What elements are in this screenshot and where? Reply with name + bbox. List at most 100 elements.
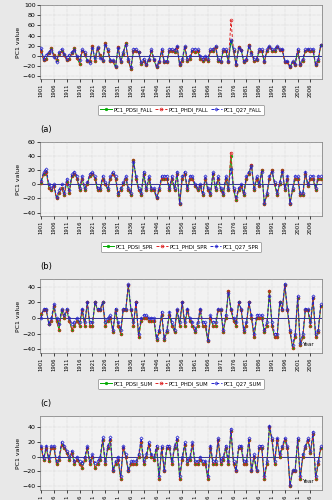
PC1_PHDI_FALL [39, 48, 43, 54]
PC1_PHDI_WIN [175, 438, 179, 444]
PC1_PHDI_FALL [319, 42, 323, 48]
Legend: PC1_PDSI_FALL, PC1_PHDI_FALL, PC1_Q27_FALL: PC1_PDSI_FALL, PC1_PHDI_FALL, PC1_Q27_FA… [98, 105, 264, 115]
PC1_PDSI_FALL [39, 48, 43, 54]
PC1_PDSI_SUM [316, 329, 320, 335]
PC1_PHDI_SUM [121, 307, 125, 313]
PC1_Q27_SPR [242, 190, 246, 196]
PC1_PDSI_SPR [167, 187, 171, 193]
PC1_PHDI_SUM [126, 282, 130, 288]
Line: PC1_Q27_WIN: PC1_Q27_WIN [40, 424, 322, 486]
PC1_PDSI_SPR [229, 153, 233, 159]
PC1_PHDI_WIN [121, 445, 125, 451]
PC1_PHDI_SPR [121, 182, 125, 188]
PC1_PDSI_FALL [319, 42, 323, 48]
PC1_PDSI_SUM [170, 322, 174, 328]
PC1_PDSI_FALL [242, 59, 246, 65]
PC1_Q27_WIN [319, 442, 323, 448]
Line: PC1_Q27_SPR: PC1_Q27_SPR [40, 160, 322, 204]
PC1_PDSI_FALL [178, 62, 182, 68]
PC1_PHDI_SPR [306, 184, 310, 190]
PC1_PHDI_SPR [319, 176, 323, 182]
PC1_Q27_FALL [129, 64, 133, 70]
PC1_Q27_FALL [178, 61, 182, 67]
PC1_PDSI_SUM [239, 307, 243, 313]
PC1_Q27_SPR [180, 173, 184, 179]
PC1_PDSI_SUM [290, 344, 294, 350]
PC1_PDSI_SUM [121, 307, 125, 313]
PC1_Q27_SUM [39, 315, 43, 321]
Line: PC1_PHDI_FALL: PC1_PHDI_FALL [40, 19, 322, 70]
PC1_Q27_FALL [306, 46, 310, 52]
PC1_PHDI_FALL [306, 47, 310, 53]
PC1_PHDI_FALL [178, 62, 182, 68]
PC1_Q27_SPR [319, 173, 323, 179]
PC1_PDSI_WIN [175, 438, 179, 444]
PC1_PHDI_FALL [316, 58, 320, 64]
PC1_PHDI_SUM [290, 344, 294, 350]
PC1_PDSI_WIN [167, 445, 171, 451]
PC1_PDSI_FALL [316, 58, 320, 64]
PC1_PHDI_SPR [178, 201, 182, 207]
PC1_PHDI_SPR [229, 150, 233, 156]
PC1_Q27_SUM [319, 301, 323, 307]
Line: PC1_PHDI_SPR: PC1_PHDI_SPR [40, 151, 322, 206]
Text: (a): (a) [40, 125, 51, 134]
PC1_PHDI_FALL [229, 18, 233, 24]
PC1_PHDI_FALL [129, 66, 133, 72]
Text: Year: Year [302, 342, 313, 347]
Line: PC1_PHDI_SUM: PC1_PHDI_SUM [40, 284, 322, 349]
PC1_Q27_SUM [126, 280, 130, 286]
PC1_PDSI_WIN [268, 424, 272, 430]
PC1_PHDI_WIN [306, 438, 310, 444]
PC1_PDSI_FALL [129, 66, 133, 72]
PC1_PHDI_WIN [268, 424, 272, 430]
Text: (b): (b) [40, 262, 52, 271]
PC1_Q27_WIN [288, 482, 292, 488]
Y-axis label: PC1 value: PC1 value [16, 300, 21, 332]
PC1_PHDI_SPR [242, 192, 246, 198]
PC1_Q27_FALL [39, 46, 43, 52]
PC1_PHDI_FALL [242, 59, 246, 65]
PC1_Q27_SUM [121, 306, 125, 312]
Line: PC1_PDSI_SUM: PC1_PDSI_SUM [40, 284, 322, 349]
PC1_PDSI_SPR [242, 192, 246, 198]
PC1_PDSI_WIN [237, 445, 241, 451]
PC1_PDSI_SPR [319, 176, 323, 182]
PC1_PHDI_SUM [316, 329, 320, 335]
Line: PC1_Q27_FALL: PC1_Q27_FALL [40, 38, 322, 68]
PC1_PDSI_SPR [175, 170, 179, 176]
PC1_Q27_FALL [170, 46, 174, 52]
PC1_PHDI_WIN [288, 484, 292, 490]
PC1_Q27_SPR [178, 200, 182, 205]
PC1_PHDI_SUM [39, 311, 43, 317]
PC1_Q27_WIN [306, 435, 310, 441]
Line: PC1_PDSI_FALL: PC1_PDSI_FALL [40, 40, 322, 70]
PC1_PDSI_SUM [39, 311, 43, 317]
PC1_PHDI_FALL [121, 50, 125, 56]
PC1_PHDI_WIN [319, 445, 323, 451]
Legend: PC1_PDSI_SPR, PC1_PHDI_SPR, PC1_Q27_SPR: PC1_PDSI_SPR, PC1_PHDI_SPR, PC1_Q27_SPR [101, 242, 261, 252]
PC1_PDSI_WIN [288, 484, 292, 490]
PC1_Q27_WIN [237, 442, 241, 448]
PC1_Q27_WIN [121, 442, 125, 448]
PC1_Q27_WIN [39, 442, 43, 448]
PC1_Q27_SUM [178, 319, 182, 325]
PC1_PHDI_WIN [39, 445, 43, 451]
PC1_PHDI_SUM [239, 307, 243, 313]
PC1_Q27_WIN [316, 458, 320, 464]
PC1_Q27_SUM [239, 306, 243, 312]
PC1_PHDI_WIN [316, 461, 320, 467]
PC1_PHDI_FALL [170, 48, 174, 54]
PC1_Q27_WIN [268, 422, 272, 428]
PC1_Q27_FALL [316, 56, 320, 62]
PC1_PDSI_WIN [306, 438, 310, 444]
PC1_Q27_SPR [170, 173, 174, 179]
PC1_Q27_WIN [175, 434, 179, 440]
PC1_PDSI_SPR [306, 184, 310, 190]
PC1_PHDI_SPR [39, 180, 43, 186]
Line: PC1_Q27_SUM: PC1_Q27_SUM [40, 282, 322, 346]
PC1_PHDI_SUM [306, 307, 310, 313]
PC1_PDSI_WIN [316, 461, 320, 467]
PC1_Q27_SPR [39, 178, 43, 184]
Legend: PC1_PDSI_SUM, PC1_PHDI_SUM, PC1_Q27_SUM: PC1_PDSI_SUM, PC1_PHDI_SUM, PC1_Q27_SUM [98, 379, 264, 389]
